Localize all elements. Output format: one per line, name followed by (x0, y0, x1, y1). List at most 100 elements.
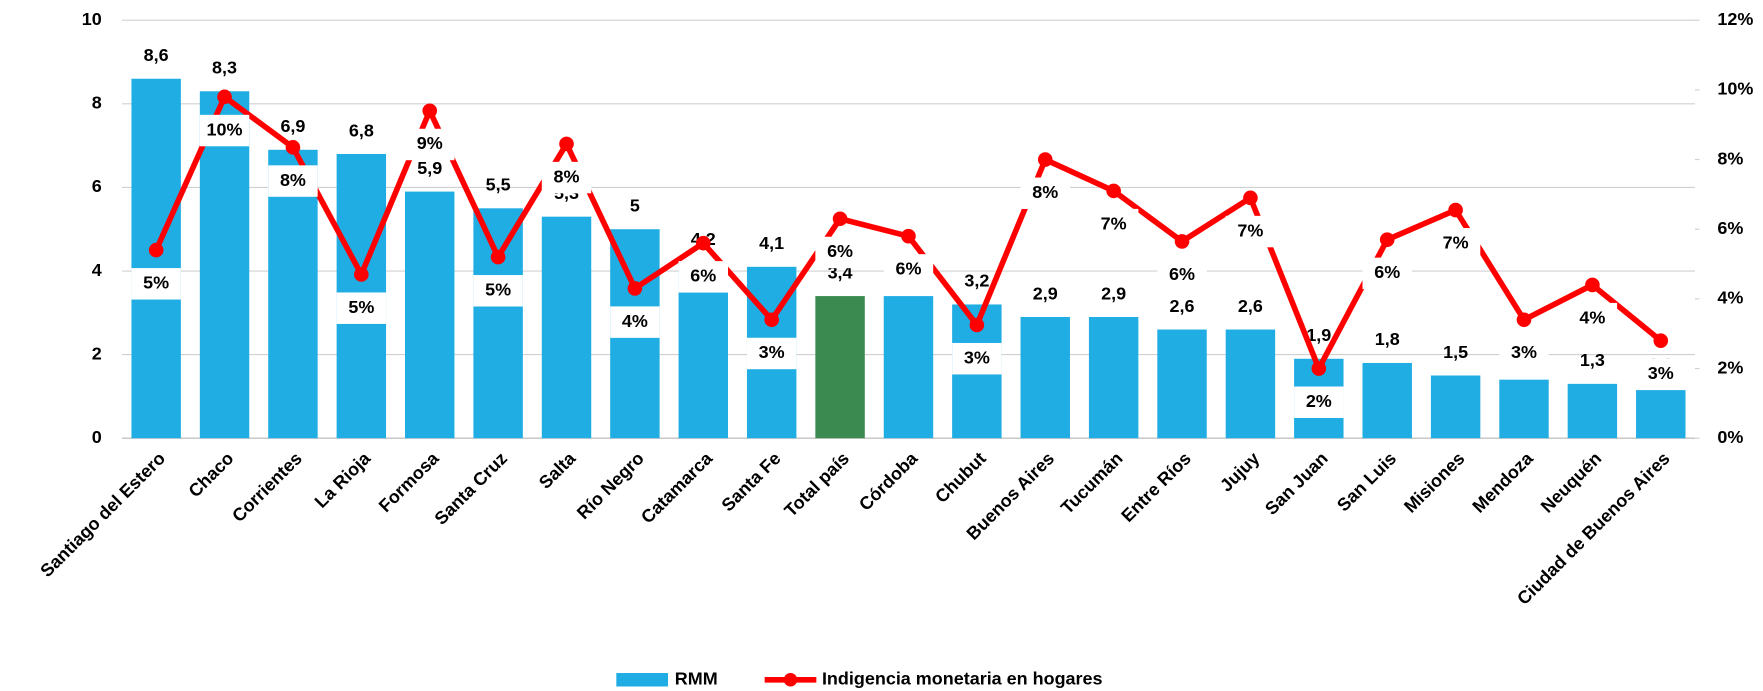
y2-tick-label: 4% (1717, 288, 1743, 308)
line-marker (1379, 232, 1395, 247)
line-value-label: 6% (827, 241, 853, 261)
bar (1020, 316, 1070, 439)
bar-value-label: 2,9 (1101, 283, 1126, 303)
x-label-group: Santa Fe (718, 448, 785, 515)
x-label-group: Catamarca (637, 448, 717, 528)
x-label-group: San Juan (1261, 448, 1332, 519)
x-tick-label: Córdoba (855, 448, 922, 515)
line-value-label: 5% (485, 280, 511, 300)
bar (883, 296, 934, 439)
x-label-group: Córdoba (855, 448, 922, 515)
line-value-label: 5% (348, 297, 374, 317)
line-marker (217, 89, 232, 105)
y2-tick-label: 12% (1717, 9, 1753, 29)
x-tick-label: San Luis (1333, 448, 1400, 515)
bar-value-label: 6,8 (349, 120, 374, 140)
x-tick-label: Jujuy (1216, 448, 1263, 495)
bar-value-label: 5,9 (417, 158, 442, 178)
bar (199, 91, 250, 439)
line-value-label: 4% (622, 311, 648, 331)
y-tick-label: 8 (92, 93, 102, 113)
x-tick-label: Corrientes (228, 448, 306, 526)
line-value-label: 10% (207, 119, 243, 139)
x-label-group: Chubut (931, 448, 990, 507)
line-marker (1243, 190, 1258, 206)
line-value-label: 7% (1101, 213, 1127, 233)
bar-value-label: 8,6 (144, 45, 169, 65)
line-label-box (1157, 259, 1207, 291)
line-value-label: 6% (1169, 264, 1195, 284)
y-tick-label: 0 (92, 427, 102, 447)
x-label-group: Santiago del Estero (36, 448, 169, 581)
x-label-group: Tucumán (1057, 448, 1127, 518)
line-marker (422, 103, 438, 119)
bar-value-label: 6,9 (280, 116, 305, 136)
x-tick-label: Misiones (1400, 448, 1469, 517)
line-marker (354, 267, 369, 282)
line-marker (1311, 361, 1327, 376)
bar (1088, 316, 1139, 439)
line-label-box (678, 261, 729, 293)
x-label-group: Río Negro (573, 448, 648, 523)
y2-tick-label: 8% (1717, 148, 1743, 168)
line-value-label: 6% (690, 266, 716, 286)
line-label-box (746, 337, 797, 370)
line-label-box (541, 161, 592, 194)
bar (815, 296, 865, 439)
bar-value-label: 2,6 (1238, 296, 1263, 316)
x-label-group: Formosa (375, 448, 444, 517)
bar-value-label: 5 (630, 195, 640, 215)
line-marker (832, 211, 848, 227)
line-value-label: 8% (1032, 182, 1058, 202)
x-label-group: Entre Ríos (1117, 448, 1195, 526)
x-tick-label: Santa Cruz (431, 448, 512, 529)
x-label-group: Salta (535, 448, 580, 493)
bar (541, 216, 592, 439)
x-tick-label: Salta (535, 448, 580, 493)
line-value-label: 7% (1443, 233, 1469, 253)
x-tick-label: San Juan (1261, 448, 1332, 519)
line-label-box (336, 292, 387, 324)
bar (1430, 375, 1481, 439)
x-tick-label: Santiago del Estero (36, 448, 169, 581)
x-tick-label: Formosa (375, 448, 444, 517)
line-marker (1585, 277, 1600, 293)
bar (1225, 329, 1276, 439)
line-label-box (1362, 257, 1412, 290)
bar (268, 149, 318, 439)
x-label-group: Chaco (185, 448, 238, 501)
line-marker (148, 242, 164, 258)
line-marker (285, 140, 301, 155)
x-tick-label: Chubut (931, 448, 990, 507)
line-label-box (1020, 177, 1070, 209)
bar-value-label: 1,3 (1580, 350, 1605, 370)
line-marker (764, 312, 779, 328)
bar (1636, 388, 1686, 439)
x-tick-label: Río Negro (573, 448, 648, 523)
y-tick-label: 6 (92, 176, 102, 196)
y2-tick-label: 6% (1717, 218, 1743, 238)
bar-value-label: 5,5 (486, 175, 511, 195)
line-value-label: 5% (143, 273, 169, 293)
x-tick-label: Tucumán (1057, 448, 1127, 518)
x-label-group: Total país (780, 448, 853, 521)
x-label-group: Neuquén (1537, 448, 1606, 517)
legend-marker (783, 673, 798, 687)
line-value-label: 6% (1374, 262, 1400, 282)
line-label-box (1499, 337, 1549, 370)
legend-label: Indigencia monetaria en hogares (822, 669, 1103, 689)
bar-value-label: 3,2 (964, 271, 989, 291)
y-tick-label: 2 (92, 343, 102, 363)
line-label-box (1088, 208, 1139, 241)
x-label-group: Corrientes (228, 448, 306, 526)
line-marker (1174, 234, 1190, 249)
line-marker (1106, 183, 1121, 199)
y2-tick-label: 10% (1717, 79, 1753, 99)
y2-tick-label: 2% (1717, 357, 1743, 377)
line-label-box (815, 236, 865, 269)
bar-value-label: 4,1 (759, 233, 784, 253)
y-tick-label: 4 (92, 260, 102, 280)
line-label-box (1567, 302, 1618, 335)
x-tick-label: Santa Fe (718, 448, 785, 515)
line-label-box (268, 165, 318, 197)
